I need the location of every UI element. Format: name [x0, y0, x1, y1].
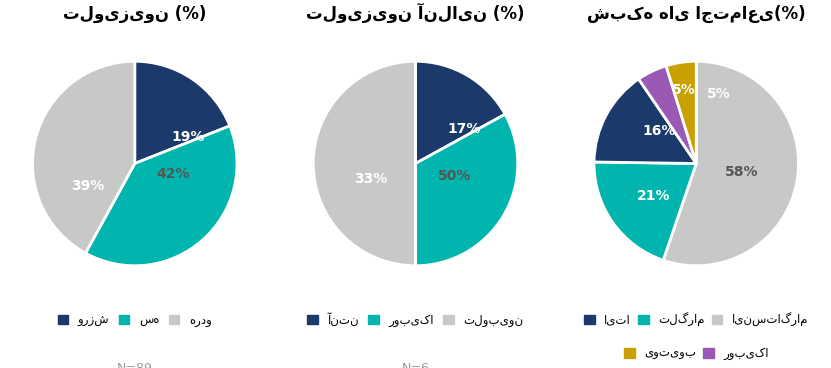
- Wedge shape: [663, 61, 799, 266]
- Text: 21%: 21%: [637, 189, 670, 203]
- Legend: ورزش, سه, هردو: ورزش, سه, هردو: [53, 309, 217, 332]
- Wedge shape: [639, 66, 696, 163]
- Title: تلویزیون آنلاین (%): تلویزیون آنلاین (%): [307, 3, 524, 23]
- Text: 17%: 17%: [448, 122, 481, 136]
- Wedge shape: [86, 126, 237, 266]
- Text: N=6: N=6: [401, 361, 430, 368]
- Text: 58%: 58%: [725, 165, 758, 179]
- Text: 16%: 16%: [642, 124, 676, 138]
- Wedge shape: [666, 61, 696, 163]
- Text: 42%: 42%: [157, 167, 190, 181]
- Wedge shape: [135, 61, 230, 163]
- Wedge shape: [32, 61, 135, 253]
- Text: 33%: 33%: [354, 172, 387, 186]
- Text: 5%: 5%: [672, 83, 696, 97]
- Text: 50%: 50%: [438, 169, 471, 183]
- Text: 19%: 19%: [171, 130, 204, 144]
- Wedge shape: [416, 61, 505, 163]
- Wedge shape: [594, 162, 696, 260]
- Legend: یوتیوب, روبیکا: یوتیوب, روبیکا: [619, 342, 774, 365]
- Wedge shape: [416, 114, 518, 266]
- Title: تلویزیون (%): تلویزیون (%): [63, 5, 206, 23]
- Text: 5%: 5%: [707, 87, 730, 101]
- Wedge shape: [594, 79, 696, 163]
- Text: N=89: N=89: [117, 361, 153, 368]
- Wedge shape: [313, 61, 416, 266]
- Legend: آنتن, روبیکا, تلوبیون: آنتن, روبیکا, تلوبیون: [302, 308, 529, 332]
- Text: 39%: 39%: [71, 179, 105, 193]
- Title: شبکه های اجتماعی(%): شبکه های اجتماعی(%): [587, 5, 805, 23]
